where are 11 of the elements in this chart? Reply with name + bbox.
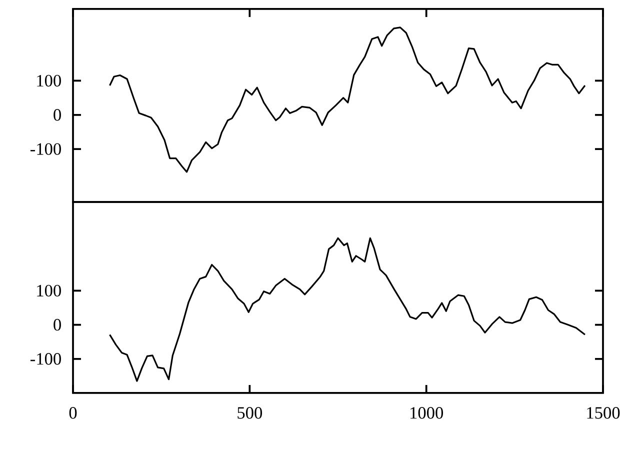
x-tick-label: 1500: [587, 407, 620, 419]
x-tick-label: 0: [69, 407, 77, 419]
y-tick-label: 0: [54, 109, 61, 121]
y-tick-label: 100: [37, 284, 61, 297]
x-tick-label: 500: [238, 407, 262, 419]
y-tick-label: 100: [37, 74, 61, 87]
y-tick-label: -100: [30, 353, 61, 365]
y-tick-label: 0: [54, 318, 61, 331]
y-tick-label: -100: [30, 143, 61, 155]
line-series: [108, 26, 586, 173]
x-tick-label: 1000: [410, 407, 444, 419]
